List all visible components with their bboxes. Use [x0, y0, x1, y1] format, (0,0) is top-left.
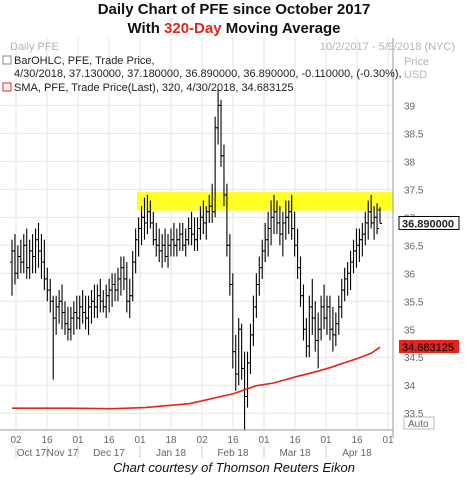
- sma-legend: SMA, PFE, Trade Price(Last), 320, 4/30/2…: [14, 82, 293, 94]
- month-label: Feb 18: [217, 448, 249, 458]
- y-tick-label: 39: [404, 101, 416, 112]
- chart-subtitle: With 320-Day Moving Average: [0, 20, 468, 37]
- y-tick-label: 33.5: [404, 409, 424, 420]
- x-tick-label: 16: [41, 435, 53, 446]
- x-tick-label: 01: [72, 435, 84, 446]
- sma-legend-box: [2, 82, 12, 92]
- y-tick-label: 35: [404, 325, 416, 336]
- auto-scale-button[interactable]: [403, 416, 435, 430]
- ohlc-bar: [378, 207, 382, 224]
- x-tick-label: 01: [382, 435, 394, 446]
- y-tick-label: 34.5: [404, 353, 424, 364]
- subtitle-prefix: With: [127, 20, 165, 37]
- x-tick-label: 16: [289, 435, 301, 446]
- month-label: Apr 18: [342, 448, 372, 458]
- last-price-flag: 36.890000: [398, 215, 460, 230]
- y-tick-label: 36.5: [404, 241, 424, 252]
- subtitle-accent: 320-Day: [164, 20, 222, 37]
- sma-price-flag: 34.683125: [399, 339, 459, 354]
- resistance-zone: [137, 192, 393, 211]
- x-tick-label: 01: [134, 435, 146, 446]
- date-range: 10/2/2017 - 5/9/2018 (NYC): [320, 41, 455, 53]
- currency-label: USD: [404, 69, 427, 81]
- x-tick-label: 01: [258, 435, 270, 446]
- chart-credit: Chart courtesy of Thomson Reuters Eikon: [112, 460, 356, 475]
- y-tick-label: 34: [404, 381, 416, 392]
- x-tick-label: 16: [351, 435, 363, 446]
- auto-scale-label: Auto: [408, 419, 429, 430]
- y-tick-label: 35.5: [404, 297, 424, 308]
- subtitle-suffix: Moving Average: [221, 20, 341, 37]
- month-label: Nov 17: [47, 448, 79, 458]
- chart-name: Daily PFE: [10, 41, 59, 53]
- price-axis-label: Price: [404, 56, 429, 68]
- x-tick-label: 01: [320, 435, 332, 446]
- x-axis-ticks: 02 16 01 16 01 18 02 16 01 16 01 16 01: [10, 435, 394, 446]
- month-label: Oct 17: [17, 448, 47, 458]
- ohlc-bar: [375, 203, 380, 235]
- x-tick-label: 02: [196, 435, 208, 446]
- last-price-label: 36.890000: [402, 218, 454, 230]
- sma-line: [12, 346, 381, 410]
- month-labels: Oct 17 Nov 17 Dec 17 Jan 18 Feb 18 Mar 18 Apr …: [15, 446, 372, 458]
- month-label: Jan 18: [156, 448, 186, 458]
- month-label: Mar 18: [279, 448, 311, 458]
- x-tick-label: 16: [103, 435, 115, 446]
- y-tick-label: 38: [404, 157, 416, 168]
- y-tick-label: 37.5: [404, 185, 424, 196]
- ohlc-bars: [10, 88, 382, 430]
- month-label: Dec 17: [93, 448, 125, 458]
- y-tick-label: 38.5: [404, 129, 424, 140]
- x-tick-label: 16: [227, 435, 239, 446]
- chart-background: [0, 38, 468, 458]
- ohlc-legend-box: [2, 55, 12, 65]
- ohlc-values: 4/30/2018, 37.130000, 37.180000, 36.8900…: [14, 68, 402, 80]
- y-tick-label: 36: [404, 269, 416, 280]
- x-tick-label: 02: [10, 435, 22, 446]
- sma-price-label: 34.683125: [402, 342, 454, 354]
- ohlc-legend: BarOHLC, PFE, Trade Price,: [14, 55, 155, 67]
- chart-title: Daily Chart of PFE since October 2017: [97, 1, 371, 18]
- x-tick-label: 18: [165, 435, 177, 446]
